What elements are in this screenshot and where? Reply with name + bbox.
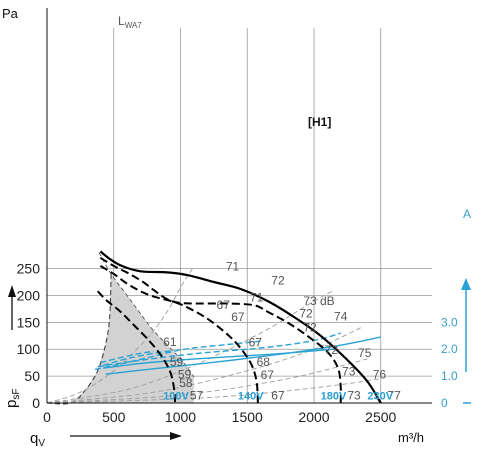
noise-label: 71 xyxy=(226,259,240,273)
system-curve xyxy=(46,358,368,404)
shaded-region xyxy=(46,252,195,405)
series-header: LWA7 xyxy=(118,14,142,30)
current-curve xyxy=(97,332,341,368)
y-unit-label: Pa xyxy=(2,6,19,21)
x-axis-name-main: q xyxy=(30,430,38,447)
noise-label: 72 xyxy=(299,307,313,321)
current-unit: A xyxy=(463,207,471,221)
x-axis-name-sub: V xyxy=(38,438,45,449)
x-tick-label: 0 xyxy=(43,409,51,425)
x-unit-label: m³/h xyxy=(398,430,424,445)
system-curve xyxy=(46,289,335,404)
current-curve xyxy=(100,350,154,364)
noise-label: 74 xyxy=(334,309,348,323)
current-tick-label: 0 xyxy=(441,396,448,410)
y-tick-label: 0 xyxy=(32,395,40,411)
system-curve xyxy=(46,268,193,404)
pressure-curves xyxy=(96,250,382,404)
series-header-main: L xyxy=(118,14,125,28)
noise-label: 67 xyxy=(249,336,263,350)
current-tick-label: 3.0 xyxy=(441,315,458,329)
noise-label: 73 dB xyxy=(303,294,334,308)
current-curve xyxy=(102,349,174,367)
noise-label: 72 xyxy=(303,321,317,335)
system-curve xyxy=(46,378,381,404)
x-tick-label: 500 xyxy=(102,409,126,425)
y-tick-label: 100 xyxy=(17,341,41,357)
pressure-axis-arrow-head xyxy=(8,285,16,297)
series-header-sub: WA7 xyxy=(125,21,143,30)
current-curve xyxy=(103,348,335,369)
voltage-label: 140V xyxy=(238,390,264,402)
noise-label: 67 xyxy=(217,298,231,312)
shaded-area xyxy=(47,252,194,403)
system-curves xyxy=(46,268,381,404)
current-curve xyxy=(105,336,381,375)
noise-label: 59 xyxy=(178,367,192,381)
noise-label: 68 xyxy=(257,355,271,369)
pressure-curve xyxy=(99,265,259,404)
pressure-curve xyxy=(99,250,382,404)
noise-label: 77 xyxy=(387,388,401,402)
curve-tag: [H1] xyxy=(308,115,331,129)
y-tick-label: 200 xyxy=(17,287,41,303)
voltage-label: 100V xyxy=(163,390,189,402)
noise-label: 72 xyxy=(271,273,285,287)
system-curve xyxy=(46,327,361,404)
y-tick-label: 50 xyxy=(24,368,40,384)
current-axis-arrow-head xyxy=(461,278,471,290)
pressure-curve xyxy=(99,256,342,404)
noise-label: 73 xyxy=(342,365,356,379)
noise-label: 75 xyxy=(358,346,372,360)
curve-labels: 71 72 71 73 dB 67 72 74 67 72 61 67 72 75 59 68 73 59 67 7… xyxy=(163,259,401,402)
noise-label: 57 xyxy=(190,388,204,402)
x-tick-label: 2000 xyxy=(298,409,329,425)
current-tick-label: 2.0 xyxy=(441,342,458,356)
flow-axis-arrow-head xyxy=(170,432,182,440)
noise-label: 72 xyxy=(325,343,339,357)
noise-label: 71 xyxy=(250,291,264,305)
noise-label: 59 xyxy=(170,355,184,369)
noise-label: 58 xyxy=(179,376,193,390)
noise-label: 73 xyxy=(347,388,361,402)
noise-label: 61 xyxy=(163,335,177,349)
current-curve xyxy=(94,340,261,371)
noise-label: 67 xyxy=(261,368,275,382)
y-axis-name-main: p xyxy=(3,400,20,408)
x-axis-name: qV xyxy=(30,430,45,449)
current-curves xyxy=(94,332,381,375)
current-tick-label: 1.0 xyxy=(441,369,458,383)
voltage-label: 180V xyxy=(321,390,347,402)
y-axis-name: psF xyxy=(3,389,22,408)
noise-label: 67 xyxy=(231,310,245,324)
y-tick-label: 150 xyxy=(17,314,41,330)
x-tick-label: 1000 xyxy=(165,409,196,425)
y-tick-label: 250 xyxy=(17,261,41,277)
voltage-label: 230V xyxy=(367,390,393,402)
noise-label: 67 xyxy=(271,388,285,402)
x-tick-label: 1500 xyxy=(232,409,263,425)
y-axis-name-sub: sF xyxy=(11,389,22,400)
shaded-boundary-upper xyxy=(98,252,195,378)
pressure-curve xyxy=(96,290,177,404)
x-tick-label: 2500 xyxy=(365,409,396,425)
noise-label: 76 xyxy=(373,367,387,381)
